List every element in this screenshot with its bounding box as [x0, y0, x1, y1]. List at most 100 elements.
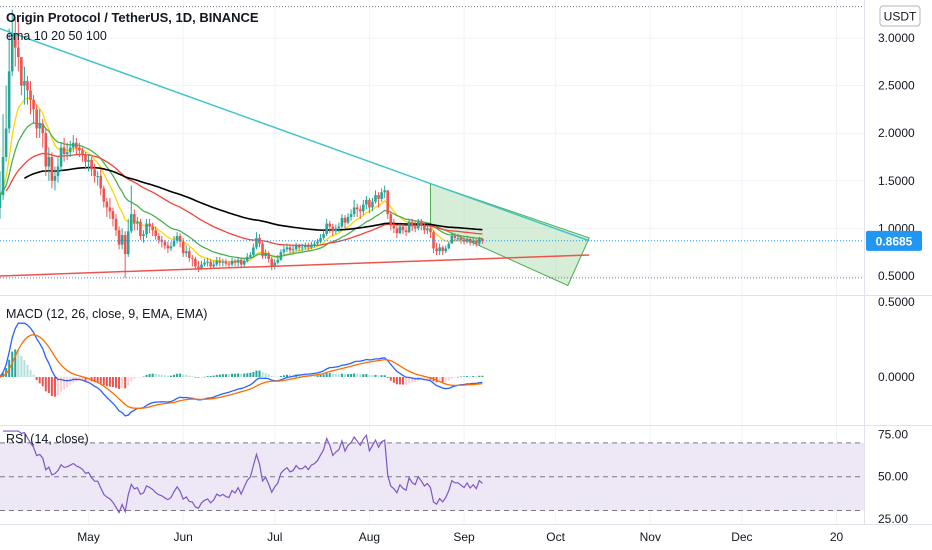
macd-bar: [261, 372, 264, 377]
candle: [340, 214, 344, 229]
candle: [62, 137, 66, 162]
signal-line: [0, 334, 483, 409]
candle: [93, 163, 96, 183]
candle: [426, 224, 429, 235]
price-tick-label: 0.5000: [878, 269, 915, 283]
candle: [334, 224, 338, 235]
macd-bar: [475, 376, 478, 377]
time-axis[interactable]: May Jun Jul Aug Sep Oct Nov Dec 20: [77, 530, 843, 544]
candle: [136, 216, 139, 231]
macd-bar: [322, 374, 325, 377]
macd-bar: [395, 377, 398, 385]
rsi-tick-label: 50.00: [878, 470, 908, 484]
macd-bar: [50, 377, 53, 397]
macd-bar: [5, 368, 8, 377]
candle: [108, 197, 112, 219]
candle: [242, 257, 246, 267]
candle: [209, 258, 212, 269]
macd-bar: [47, 377, 50, 394]
macd-axis[interactable]: 0.5000 0.0000: [878, 295, 915, 384]
candle: [273, 258, 277, 270]
macd-bar: [41, 377, 44, 387]
macd-bar: [29, 369, 32, 377]
rsi-axis[interactable]: 75.00 50.00 25.00: [878, 427, 908, 525]
macd-bar: [78, 377, 81, 381]
indicator-label: ema 10 20 50 100: [6, 29, 107, 43]
macd-bar: [212, 375, 215, 377]
channel-fill[interactable]: [429, 182, 590, 287]
rsi-guides: [0, 442, 864, 511]
candle: [206, 257, 209, 267]
macd-bar: [325, 373, 328, 377]
macd-bar: [63, 377, 66, 390]
macd-bar: [194, 377, 197, 378]
macd-bar: [453, 377, 456, 378]
candle: [191, 255, 194, 267]
macd-bar: [38, 377, 41, 384]
rsi-pane[interactable]: [0, 430, 864, 515]
macd-bar: [32, 374, 35, 377]
macd-bar: [258, 370, 261, 377]
candle: [84, 152, 87, 170]
macd-bar: [154, 373, 157, 377]
candle: [288, 245, 292, 254]
trend-line-upper[interactable]: [0, 27, 590, 242]
macd-bar: [197, 377, 200, 378]
candle: [13, 19, 17, 67]
candles: [0, 9, 484, 278]
candle: [47, 147, 51, 181]
candle: [432, 230, 435, 254]
candle: [410, 218, 414, 232]
price-tick-label: 2.0000: [878, 126, 915, 140]
time-tick-label: Aug: [359, 530, 380, 544]
macd-bar: [130, 377, 133, 382]
rsi-label: RSI (14, close): [6, 432, 89, 446]
macd-bar: [142, 376, 145, 378]
macd-bar: [368, 374, 371, 377]
macd-bar: [111, 377, 114, 388]
macd-bar: [115, 377, 118, 388]
candle: [453, 233, 457, 242]
macd-bar: [264, 372, 267, 377]
macd-bar: [151, 373, 154, 377]
candle: [444, 245, 448, 254]
macd-bar: [343, 374, 346, 377]
candle: [297, 243, 301, 252]
macd-bar: [377, 375, 380, 377]
rsi-tick-label: 25.00: [878, 512, 908, 526]
macd-bar: [53, 377, 56, 397]
last-price-label: 0.8685: [876, 234, 913, 248]
macd-bar: [444, 377, 447, 382]
candle: [32, 95, 35, 124]
candle: [148, 218, 151, 234]
macd-bar: [20, 355, 23, 377]
macd-bar: [386, 377, 389, 378]
candle: [478, 236, 481, 246]
candle: [462, 236, 466, 245]
macd-bar: [17, 350, 20, 377]
trend-line-lower[interactable]: [0, 254, 590, 277]
macd-pane[interactable]: [0, 322, 484, 417]
candle: [325, 218, 328, 236]
time-tick-label: Dec: [731, 530, 752, 544]
candle: [10, 9, 14, 77]
time-tick-label: May: [77, 530, 100, 544]
price-pane[interactable]: [0, 6, 864, 287]
candle: [450, 232, 454, 244]
candle: [285, 243, 289, 253]
candle: [157, 233, 161, 244]
time-tick-label: 20: [830, 530, 844, 544]
macd-bar: [273, 376, 276, 378]
macd-bar: [139, 377, 142, 378]
macd-bar: [438, 377, 441, 383]
macd-bar: [14, 349, 17, 377]
macd-bar: [365, 374, 368, 377]
candle: [120, 228, 124, 250]
candle: [291, 245, 295, 254]
candle: [264, 249, 267, 259]
candle: [371, 197, 374, 212]
candle: [236, 256, 240, 267]
candle: [407, 218, 411, 234]
currency-badge[interactable]: USDT: [879, 5, 921, 27]
